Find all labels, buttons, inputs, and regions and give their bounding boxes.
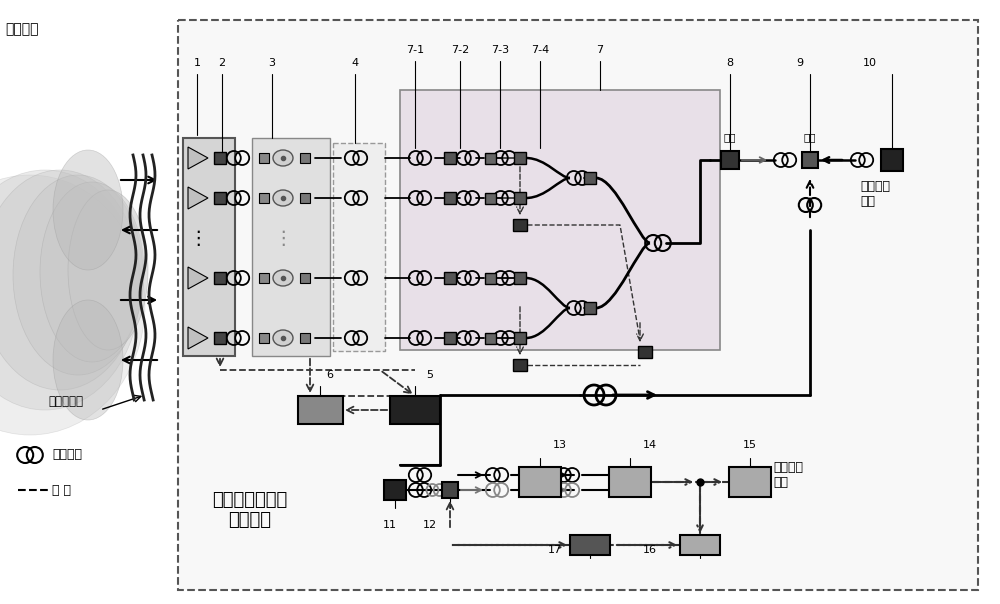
Ellipse shape [273,190,293,206]
Bar [519,467,561,497]
Bar [259,153,269,163]
Text: ⋮: ⋮ [273,228,293,248]
Ellipse shape [273,330,293,346]
Bar [300,153,310,163]
Text: 2: 2 [218,58,226,68]
Text: 11: 11 [383,520,397,530]
Text: 7: 7 [596,45,604,55]
Bar [802,152,818,168]
Bar [570,535,610,555]
Bar [300,193,310,203]
Polygon shape [188,267,208,289]
Text: 7-2: 7-2 [451,45,469,55]
Text: 电 路: 电 路 [52,483,71,496]
Bar [881,149,903,171]
Text: 13: 13 [553,440,567,450]
Text: 光纤阵列式激光
收发系统: 光纤阵列式激光 收发系统 [212,490,288,529]
Bar [214,332,226,344]
Text: 信号加载
输入: 信号加载 输入 [860,180,890,208]
Bar [444,332,456,344]
Bar [484,332,496,344]
Text: 光纤光路: 光纤光路 [52,449,82,461]
Text: 6: 6 [326,370,334,380]
Text: 15: 15 [743,440,757,450]
Bar [513,219,527,231]
Text: 信号光波前: 信号光波前 [48,395,83,408]
Text: 5: 5 [426,370,434,380]
Bar [680,535,720,555]
Ellipse shape [0,170,140,390]
Text: 后端: 后端 [804,132,816,142]
Bar [259,273,269,283]
Text: 16: 16 [643,545,657,555]
Bar [584,302,596,314]
Polygon shape [188,327,208,349]
Bar [333,143,385,351]
Polygon shape [188,187,208,209]
Text: 10: 10 [863,58,877,68]
Bar [444,192,456,204]
Bar [484,272,496,283]
Bar [729,467,771,497]
Ellipse shape [273,150,293,166]
Bar [252,138,330,356]
Ellipse shape [53,300,123,420]
Bar [484,193,496,204]
Bar [298,396,342,424]
Bar [300,273,310,283]
Ellipse shape [40,182,144,362]
Bar [513,359,527,371]
Bar [259,333,269,343]
Bar [384,480,406,500]
Text: 前端: 前端 [724,132,736,142]
Bar [400,90,720,350]
Text: 4: 4 [351,58,359,68]
Ellipse shape [13,175,143,375]
Bar [442,482,458,498]
Text: 12: 12 [423,520,437,530]
Ellipse shape [273,270,293,286]
Ellipse shape [68,190,148,350]
Text: 9: 9 [796,58,804,68]
Text: 17: 17 [548,545,562,555]
Bar [390,396,440,424]
Text: 大气信道: 大气信道 [5,22,38,36]
Ellipse shape [0,170,140,410]
Bar [300,333,310,343]
Ellipse shape [53,150,123,270]
Text: 8: 8 [726,58,734,68]
Bar [444,152,456,164]
Bar [514,152,526,164]
Text: 14: 14 [643,440,657,450]
Bar [178,20,978,590]
Ellipse shape [0,175,145,435]
Bar [721,151,739,169]
Bar [259,193,269,203]
Text: 7-4: 7-4 [531,45,549,55]
Text: 7-3: 7-3 [491,45,509,55]
Bar [183,138,235,356]
Bar [514,192,526,204]
Text: ⋮: ⋮ [188,228,208,248]
Bar [484,152,496,164]
Bar [609,467,651,497]
Bar [214,192,226,204]
Bar [514,272,526,284]
Text: 1: 1 [194,58,200,68]
Bar [584,172,596,184]
Bar [214,272,226,284]
Text: 3: 3 [268,58,276,68]
Text: 7-1: 7-1 [406,45,424,55]
Polygon shape [188,147,208,169]
Bar [444,272,456,284]
Bar [638,346,652,358]
Text: 信号解调
输出: 信号解调 输出 [773,461,803,489]
Bar [514,332,526,344]
Bar [214,152,226,164]
